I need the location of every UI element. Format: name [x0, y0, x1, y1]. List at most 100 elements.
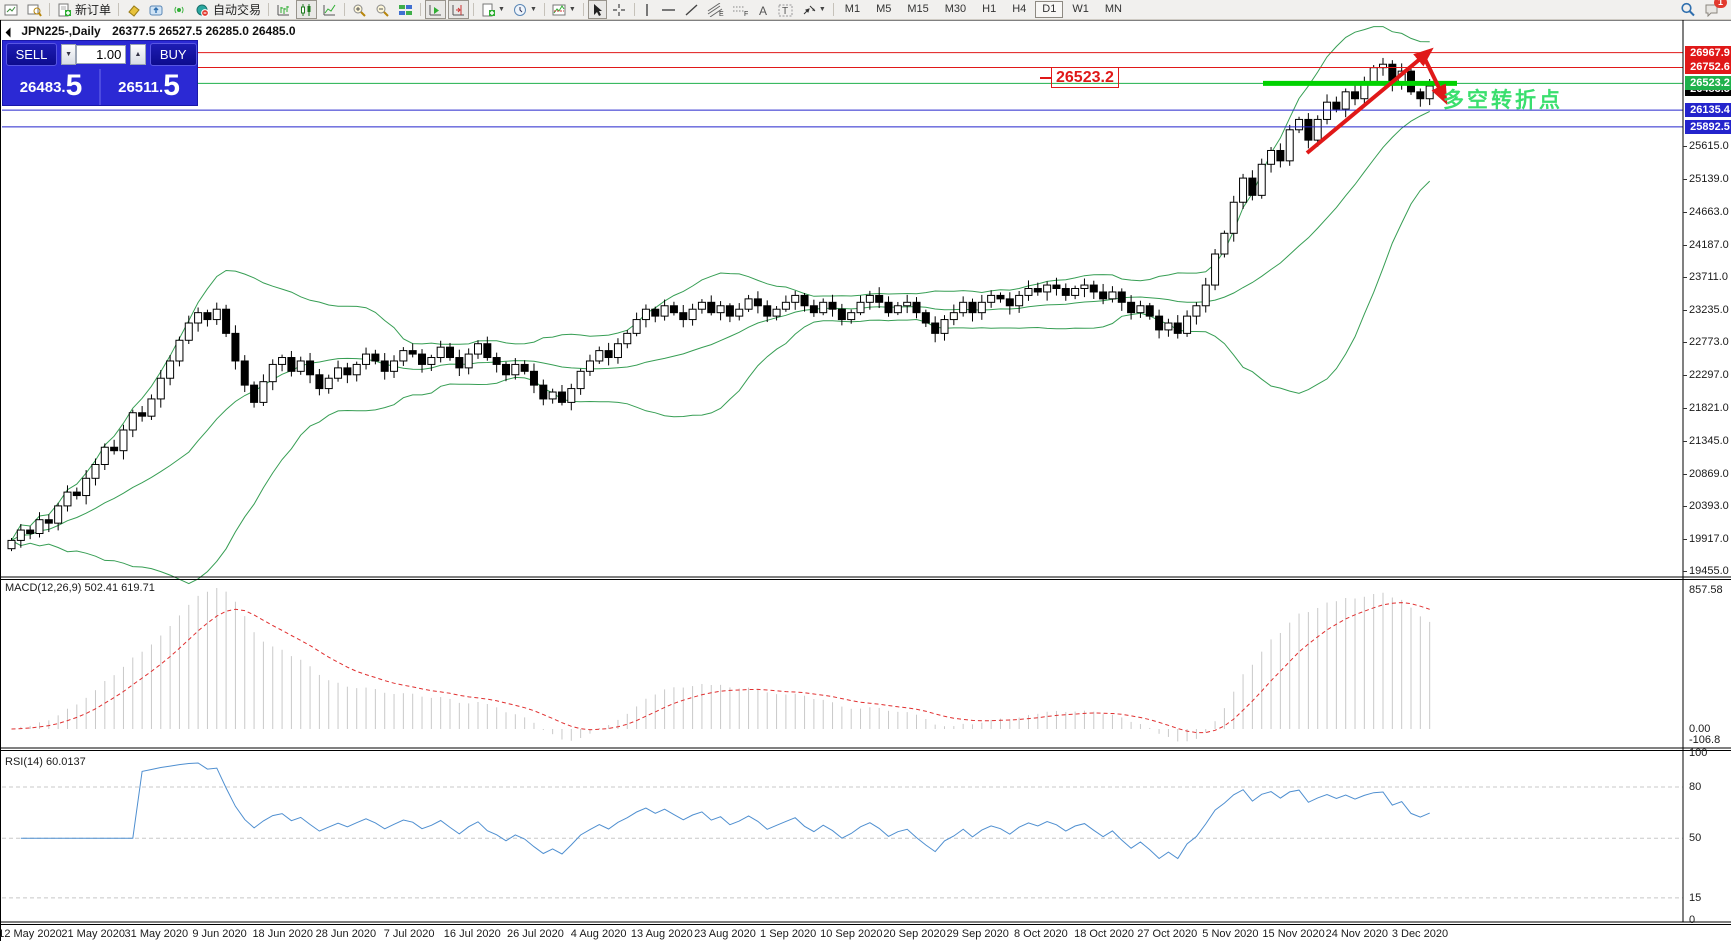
shapes-icon[interactable]: ▼: [799, 0, 829, 19]
eraser-icon[interactable]: [123, 0, 144, 19]
fibonacci-icon[interactable]: E: [704, 0, 727, 19]
svg-text:A: A: [759, 4, 767, 17]
tf-h4[interactable]: H4: [1012, 3, 1027, 15]
line-chart-icon[interactable]: [319, 0, 340, 19]
vertical-line-icon[interactable]: [639, 0, 656, 19]
rsi-axis-label: 80: [1689, 781, 1702, 793]
y-axis-tick: [1683, 178, 1687, 180]
y-axis-tick: [1683, 571, 1687, 573]
horizontal-line-icon: [661, 3, 676, 17]
level-price-label[interactable]: 26752.6: [1685, 60, 1731, 75]
period-clock-icon[interactable]: ▼: [510, 0, 540, 19]
x-axis-date-label: 29 Sep 2020: [946, 928, 1009, 940]
chart-shift-icon[interactable]: [448, 0, 470, 19]
autotrading-button[interactable]: 自动交易: [192, 0, 264, 19]
x-axis-date-label: 20 Sep 2020: [883, 928, 946, 940]
tf-m30[interactable]: M30: [944, 3, 967, 15]
signals-icon: [172, 3, 187, 17]
chart-symbol-period: JPN225-,Daily: [21, 24, 101, 38]
new-order-button[interactable]: 新订单: [54, 0, 114, 19]
x-axis-date-label: 21 May 2020: [61, 928, 125, 940]
tf-w1[interactable]: W1: [1072, 3, 1089, 15]
text-icon[interactable]: A: [754, 0, 773, 19]
toolbar-separator: [633, 3, 635, 16]
main-toolbar: 新订单 自动交易 ▼ ▼ ▼ E F A T ▼ M1 M5 M15 M30 H1 H4 D1 W1 MN 1: [0, 0, 1731, 20]
y-axis-label: 24187.0: [1689, 238, 1729, 251]
macd-axis-label: -106.8: [1689, 734, 1721, 746]
y-axis-label: 22773.0: [1689, 336, 1729, 349]
profile-icon[interactable]: [24, 0, 45, 19]
y-axis-tick: [1683, 211, 1687, 213]
publish-icon[interactable]: [146, 0, 167, 19]
horizontal-line-icon[interactable]: [658, 0, 679, 19]
y-axis-tick: [1683, 374, 1687, 376]
macd-indicator: [11, 588, 1431, 742]
level-price-label[interactable]: 26135.4: [1685, 103, 1731, 118]
chevron-down-icon: ▼: [568, 6, 576, 13]
bar-chart-icon: [276, 3, 291, 17]
channel-icon[interactable]: F: [729, 0, 752, 19]
profile-icon: [27, 3, 42, 17]
tf-mn[interactable]: MN: [1104, 3, 1122, 15]
zoom-in-icon: [352, 3, 367, 17]
tf-m5[interactable]: M5: [876, 3, 892, 15]
level-price-label[interactable]: 25892.5: [1685, 119, 1731, 134]
volume-increase-button[interactable]: ▲: [130, 44, 146, 65]
cursor-icon[interactable]: [587, 0, 607, 19]
chevron-down-icon: ▼: [818, 6, 826, 13]
zoom-in-icon[interactable]: [349, 0, 370, 19]
y-axis-label: 24663.0: [1689, 205, 1729, 218]
price-level-lines[interactable]: [2, 52, 1683, 128]
x-axis-date-label: 12 May 2020: [0, 928, 62, 940]
crosshair-icon: [612, 3, 627, 17]
y-axis-tick: [1683, 440, 1687, 442]
volume-decrease-button[interactable]: ▼: [61, 44, 77, 65]
buy-price[interactable]: 26511.5: [118, 69, 180, 102]
sell-price[interactable]: 26483.5: [19, 69, 83, 102]
tile-windows-icon[interactable]: [395, 0, 416, 19]
chart-window[interactable]: [0, 20, 1731, 941]
sell-button[interactable]: SELL: [6, 43, 57, 66]
search-button[interactable]: [1677, 0, 1699, 19]
rsi-axis-label: 50: [1689, 832, 1702, 845]
notifications-button[interactable]: 1: [1701, 0, 1727, 19]
tf-m1[interactable]: M1: [844, 3, 861, 15]
x-axis-date-label: 18 Oct 2020: [1074, 928, 1135, 940]
candlestick-chart-icon[interactable]: [296, 0, 318, 19]
volume-input[interactable]: 1.00: [76, 45, 127, 64]
crosshair-icon[interactable]: [609, 0, 630, 19]
tf-h1[interactable]: H1: [982, 3, 997, 15]
level-price-label[interactable]: 26967.9: [1685, 45, 1731, 60]
chevron-down-icon: ▼: [529, 6, 537, 13]
trend-arrows[interactable]: [1305, 47, 1448, 155]
line-chart-icon: [322, 3, 337, 17]
open-chart-icon[interactable]: [1, 0, 22, 19]
y-axis-tick: [1683, 539, 1687, 541]
bar-chart-icon[interactable]: [273, 0, 294, 19]
autotrading-button-label: 自动交易: [213, 3, 262, 17]
y-axis-label: 22297.0: [1689, 368, 1729, 381]
level-price-label[interactable]: 26523.2: [1685, 76, 1731, 91]
toolbar-separator: [420, 3, 422, 16]
price-callout-box[interactable]: 26523.2: [1051, 67, 1119, 88]
tf-m15[interactable]: M15: [907, 3, 929, 15]
zoom-out-icon[interactable]: [372, 0, 393, 19]
signals-icon[interactable]: [169, 0, 190, 19]
one-click-trading-panel[interactable]: SELL ▼ 1.00 ▲ BUY 26483.5 26511.5: [2, 40, 198, 106]
y-axis-label: 25615.0: [1689, 140, 1729, 152]
indicators-icon[interactable]: ▼: [549, 0, 579, 19]
trendline-icon[interactable]: [681, 0, 702, 19]
label-icon[interactable]: T: [775, 0, 797, 19]
shapes-icon: [802, 3, 817, 17]
zoom-out-icon: [375, 3, 390, 17]
y-axis-label: 20393.0: [1689, 500, 1729, 513]
eraser-icon: [126, 3, 141, 17]
y-axis-tick: [1683, 310, 1687, 312]
x-axis-date-label: 24 Nov 2020: [1325, 928, 1388, 940]
templates-icon[interactable]: ▼: [478, 0, 508, 19]
auto-scroll-icon[interactable]: [425, 0, 447, 19]
buy-button[interactable]: BUY: [149, 43, 197, 66]
tf-d1[interactable]: D1: [1035, 1, 1064, 18]
pivot-note-text[interactable]: 多空转折点: [1443, 89, 1563, 112]
